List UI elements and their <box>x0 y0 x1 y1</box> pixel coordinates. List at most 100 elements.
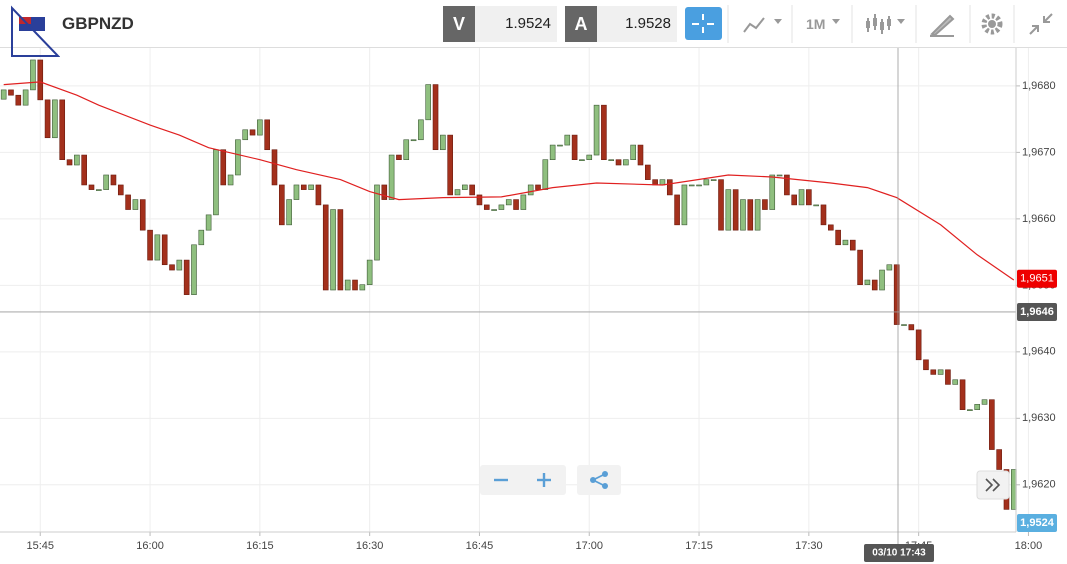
candle-body <box>784 174 790 196</box>
candle-body <box>842 239 849 246</box>
x-tick-label: 16:00 <box>136 540 164 552</box>
candle-body <box>59 99 66 160</box>
candle-body <box>249 129 256 136</box>
candle-body <box>476 194 483 206</box>
candle-body <box>227 174 234 186</box>
candle-body <box>337 209 344 291</box>
candle-body <box>564 134 571 146</box>
candle-body <box>703 179 710 186</box>
candle-body <box>279 184 285 226</box>
candles-icon[interactable] <box>867 14 890 34</box>
candle-body <box>666 179 673 196</box>
candle-body <box>601 104 607 160</box>
candle-body <box>893 264 900 325</box>
candle-body <box>491 209 497 211</box>
candle-body <box>154 234 161 261</box>
candle-body <box>117 184 124 196</box>
share-box[interactable] <box>577 465 621 495</box>
candle-body <box>22 89 29 106</box>
candle-body <box>96 189 102 191</box>
crosshair-button[interactable] <box>685 7 722 40</box>
candle-body <box>981 399 988 405</box>
bid-button[interactable]: V <box>443 6 475 42</box>
candle-body <box>8 89 14 96</box>
candle-body <box>791 194 798 206</box>
triangle-outline <box>11 5 60 57</box>
share-dot <box>602 483 608 489</box>
candle-body <box>15 94 22 106</box>
candle-body <box>483 204 490 210</box>
candle-body <box>915 329 922 361</box>
y-tick-label: 1,9670 <box>1022 146 1056 158</box>
candle-body <box>630 144 636 160</box>
candle-body <box>959 379 966 410</box>
ask-button[interactable]: A <box>565 6 597 42</box>
flag-icon <box>11 5 60 57</box>
candle-body <box>44 99 51 139</box>
candle-body <box>520 194 527 210</box>
y-tick-label: 1,9630 <box>1022 412 1056 424</box>
candle-body <box>762 199 768 210</box>
symbol[interactable]: GBPNZD <box>62 14 134 33</box>
crosshair-label: 03/10 17:43 <box>872 548 926 559</box>
candle-body <box>403 139 410 160</box>
candle-body <box>930 369 937 375</box>
candle-body <box>725 189 732 231</box>
candle-body <box>322 204 329 291</box>
candle-body <box>857 249 863 285</box>
candle-body <box>710 179 717 181</box>
toolbar-icons <box>685 5 1053 43</box>
candle-body <box>147 229 153 261</box>
chart-type-icon[interactable] <box>743 17 765 33</box>
candle-body <box>732 189 739 231</box>
dropdown-arrow <box>897 19 905 24</box>
candle-body <box>901 324 907 326</box>
candle-body <box>37 59 44 101</box>
x-tick-label: 18:00 <box>1015 540 1043 552</box>
candle-body <box>674 194 680 226</box>
candle-body <box>498 204 505 210</box>
candle-body <box>579 159 585 161</box>
candle-body <box>462 184 468 190</box>
candle-body <box>66 159 73 166</box>
last-price-label: 1,9524 <box>1020 517 1055 529</box>
candle-body <box>681 184 688 226</box>
candle-body <box>645 164 651 180</box>
crosshair-icon <box>692 14 714 33</box>
candle-body <box>235 139 241 176</box>
candle-body <box>747 199 754 231</box>
candle-body <box>849 239 856 251</box>
interval[interactable]: 1M <box>806 16 826 32</box>
candle-body <box>410 139 417 142</box>
settings-icon[interactable] <box>981 13 1003 35</box>
bid-price: 1.9524 <box>475 6 557 42</box>
candle-body <box>469 184 475 196</box>
candle-body <box>300 184 307 190</box>
candle-body <box>432 84 439 151</box>
candle-body <box>608 159 615 161</box>
candle-body <box>125 194 131 210</box>
candle-body <box>769 174 776 210</box>
candle-body <box>549 144 556 160</box>
candle-body <box>571 134 578 160</box>
candle-body <box>828 224 834 231</box>
candle-body <box>264 119 270 151</box>
candle-body <box>30 59 36 91</box>
candle-body <box>169 264 175 271</box>
zoom-controls <box>480 465 621 495</box>
scroll-right-icon <box>985 478 1001 492</box>
draw-icon[interactable] <box>930 14 955 37</box>
candle-body <box>191 244 197 295</box>
candle-body <box>447 134 453 196</box>
candle-body <box>374 184 380 261</box>
candle-body <box>871 279 878 291</box>
candle-body <box>315 184 322 206</box>
candle-body <box>52 99 58 139</box>
candle-body <box>440 134 446 151</box>
share-dot <box>602 471 608 477</box>
collapse-icon[interactable] <box>1029 13 1053 35</box>
candle-body <box>418 119 424 141</box>
crosshair-label-box <box>864 544 934 562</box>
candle-body <box>923 359 929 371</box>
candle-body <box>864 279 871 285</box>
